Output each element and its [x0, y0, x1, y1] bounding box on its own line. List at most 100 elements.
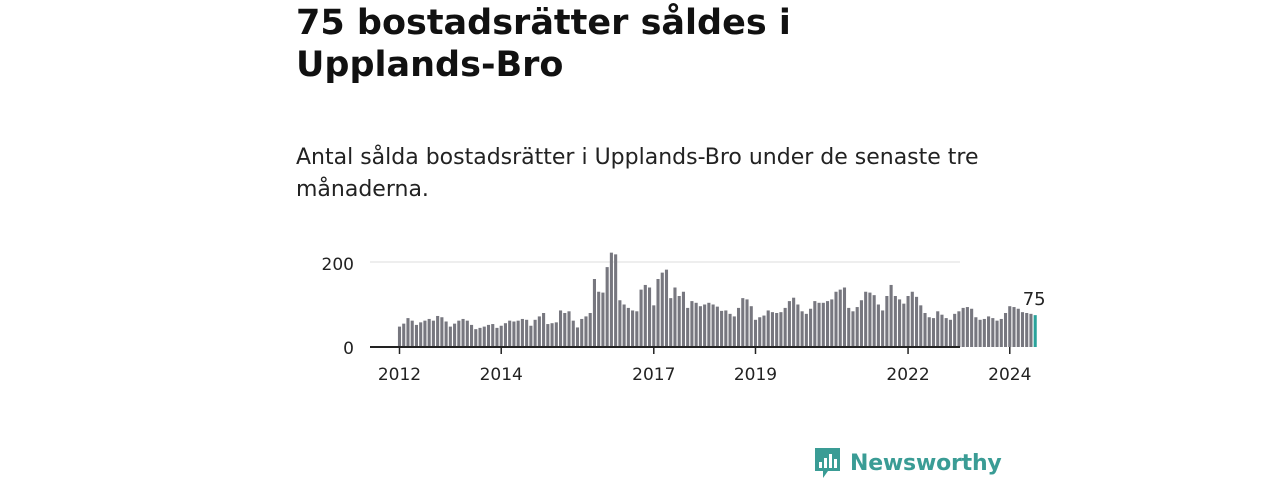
- bar: [919, 305, 923, 347]
- bar: [601, 292, 605, 347]
- bar: [783, 307, 787, 347]
- bar: [842, 287, 847, 347]
- bar: [626, 307, 630, 347]
- bar: [762, 315, 766, 347]
- bar: [605, 267, 609, 347]
- bar: [461, 318, 465, 347]
- bar: [580, 318, 584, 347]
- bar: [898, 299, 902, 347]
- bar: [512, 321, 516, 347]
- x-ticks-group: 2012 2014 2017 2019 2022 2024: [378, 347, 1031, 385]
- bar: [647, 287, 652, 347]
- bar: [533, 319, 537, 347]
- bar: [550, 323, 554, 347]
- bar: [453, 323, 457, 348]
- bar: [906, 296, 910, 347]
- bar: [902, 303, 906, 347]
- bar: [851, 311, 855, 347]
- bar: [537, 316, 541, 347]
- bar: [690, 301, 694, 347]
- bar-chart: 200 0 2012 2014 2017 2019 2022 2024 75: [322, 252, 1046, 385]
- bar: [728, 313, 732, 347]
- bar: [457, 320, 461, 347]
- bar: [889, 284, 893, 347]
- bar: [567, 311, 571, 347]
- bar: [410, 320, 414, 347]
- bar: [834, 291, 838, 347]
- bar: [499, 325, 503, 347]
- bar: [817, 302, 821, 347]
- y-tick-label-200: 200: [322, 255, 354, 275]
- bar: [775, 313, 779, 347]
- last-value-annotation: 75: [1023, 289, 1046, 310]
- bar: [825, 301, 830, 347]
- bar: [470, 324, 474, 347]
- bar: [927, 317, 931, 347]
- bar: [444, 321, 448, 347]
- bar: [397, 326, 402, 347]
- bar: [953, 313, 957, 347]
- bar: [571, 320, 575, 347]
- bar: [639, 289, 643, 347]
- bar: [542, 313, 546, 347]
- page-title: 75 bostadsrätter såldes i Upplands-Bro: [296, 3, 791, 85]
- bar: [914, 296, 919, 347]
- bar: [931, 318, 936, 347]
- bar: [944, 318, 948, 347]
- bar: [414, 324, 418, 347]
- bar: [698, 306, 702, 347]
- bar: [592, 279, 596, 347]
- bar: [563, 313, 567, 347]
- bar: [745, 299, 749, 347]
- bar: [681, 291, 685, 347]
- bar: [584, 316, 588, 347]
- bar: [770, 312, 774, 347]
- bar: [436, 315, 440, 347]
- bar: [732, 316, 736, 347]
- x-tick-label: 2019: [734, 365, 777, 385]
- bar: [804, 313, 808, 347]
- bar: [800, 311, 804, 347]
- bar: [677, 296, 681, 347]
- bar: [516, 320, 520, 347]
- bar: [406, 318, 410, 347]
- bar: [779, 312, 783, 347]
- bar: [1003, 313, 1008, 347]
- bar: [465, 320, 469, 347]
- bar: [448, 326, 452, 347]
- bar: [1029, 313, 1033, 347]
- x-tick-label: 2022: [886, 365, 929, 385]
- bar: [1025, 313, 1029, 347]
- bar: [838, 289, 842, 347]
- bar: [940, 314, 944, 347]
- bar: [948, 319, 952, 347]
- bar: [440, 317, 444, 347]
- bar: [1012, 307, 1016, 347]
- y-tick-label-0: 0: [343, 339, 354, 359]
- bar: [529, 325, 533, 347]
- bar: [427, 318, 431, 347]
- bar: [821, 302, 825, 347]
- bar: [656, 279, 660, 347]
- bar: [987, 316, 991, 347]
- bar: [813, 301, 817, 347]
- bar: [588, 313, 592, 347]
- bar: [474, 329, 478, 347]
- bar: [741, 298, 745, 347]
- bar: [597, 291, 601, 347]
- bar: [694, 302, 698, 347]
- bar: [673, 287, 677, 347]
- bar: [847, 307, 851, 347]
- bar: [618, 300, 622, 347]
- bar-chart-speech-bubble-icon: [815, 448, 840, 478]
- bar: [635, 311, 639, 347]
- bar: [402, 323, 406, 348]
- bar: [957, 311, 961, 347]
- bar: [910, 291, 914, 347]
- bar: [859, 300, 863, 347]
- bar: [546, 324, 550, 347]
- bar: [686, 307, 690, 347]
- x-tick-label: 2017: [632, 365, 675, 385]
- bar: [855, 307, 859, 347]
- x-tick-label: 2024: [988, 365, 1031, 385]
